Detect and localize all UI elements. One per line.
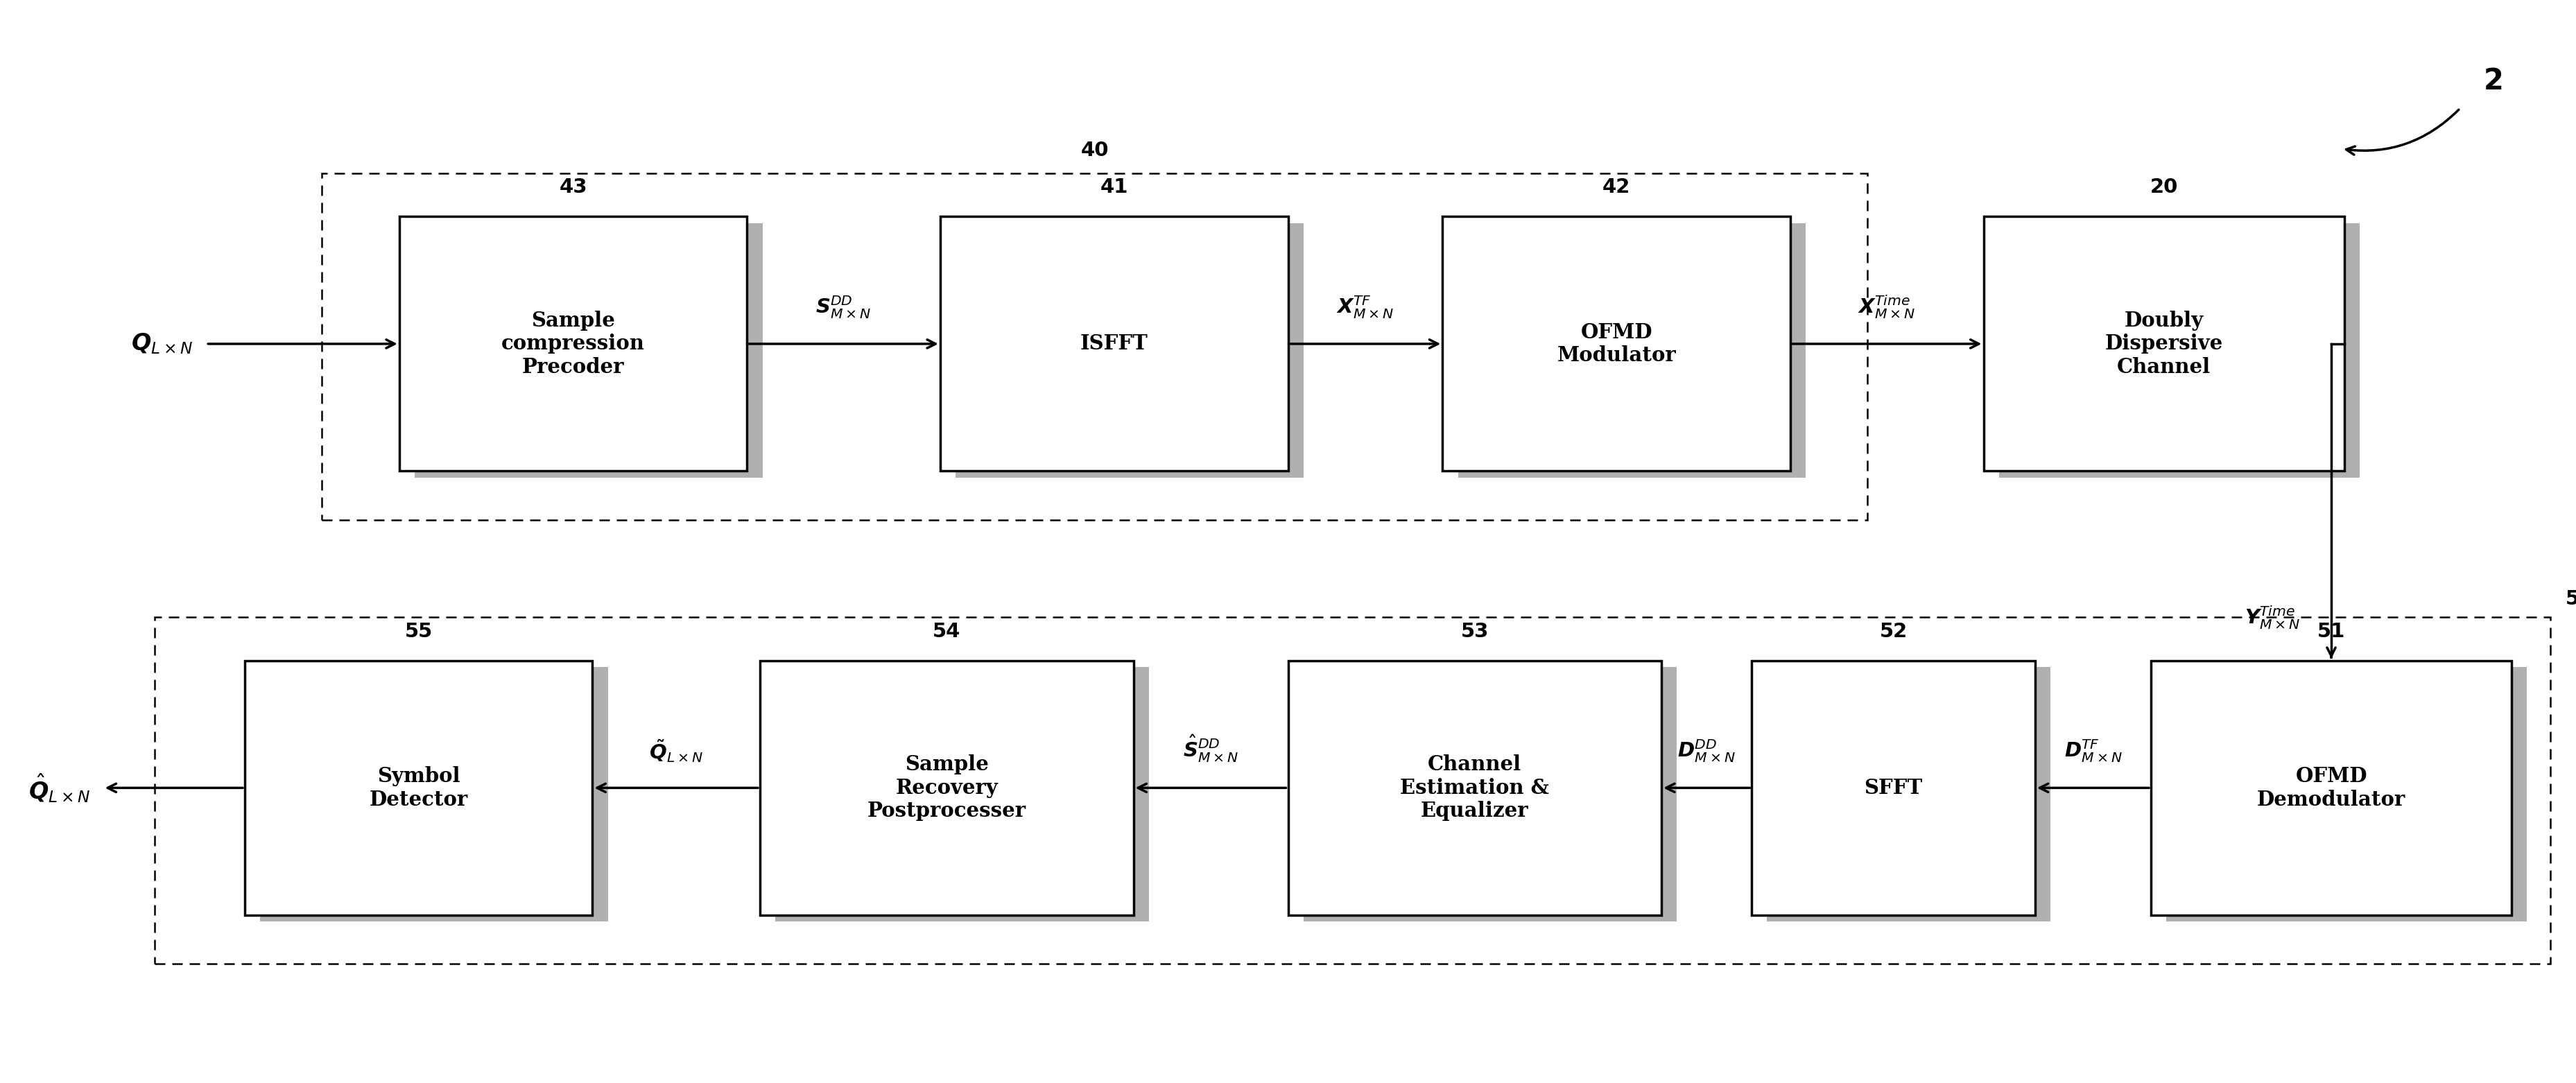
Text: 2: 2 (2483, 67, 2504, 95)
Text: $\boldsymbol{D}^{DD}_{M\times N}$: $\boldsymbol{D}^{DD}_{M\times N}$ (1677, 738, 1736, 765)
FancyBboxPatch shape (760, 661, 1133, 915)
Text: 42: 42 (1602, 178, 1631, 197)
FancyBboxPatch shape (940, 217, 1288, 471)
Text: $\hat{\boldsymbol{S}}^{DD}_{M\times N}$: $\hat{\boldsymbol{S}}^{DD}_{M\times N}$ (1182, 733, 1239, 765)
FancyBboxPatch shape (2151, 661, 2512, 915)
Text: ISFFT: ISFFT (1079, 334, 1149, 354)
FancyBboxPatch shape (2166, 667, 2527, 922)
Text: OFMD
Demodulator: OFMD Demodulator (2257, 766, 2406, 810)
Text: Symbol
Detector: Symbol Detector (368, 766, 469, 810)
FancyBboxPatch shape (1999, 223, 2360, 478)
FancyBboxPatch shape (260, 667, 608, 922)
Text: 55: 55 (404, 622, 433, 641)
Text: $\boldsymbol{S}^{DD}_{M\times N}$: $\boldsymbol{S}^{DD}_{M\times N}$ (817, 293, 871, 321)
FancyBboxPatch shape (1458, 223, 1806, 478)
Text: Channel
Estimation &
Equalizer: Channel Estimation & Equalizer (1401, 755, 1548, 821)
Text: $\boldsymbol{D}^{TF}_{M\times N}$: $\boldsymbol{D}^{TF}_{M\times N}$ (2063, 738, 2123, 765)
FancyBboxPatch shape (775, 667, 1149, 922)
Text: SFFT: SFFT (1865, 778, 1922, 798)
Text: OFMD
Modulator: OFMD Modulator (1556, 322, 1677, 366)
Text: Sample
Recovery
Postprocesser: Sample Recovery Postprocesser (868, 755, 1025, 821)
FancyBboxPatch shape (1443, 217, 1790, 471)
FancyBboxPatch shape (1767, 667, 2050, 922)
Text: $\boldsymbol{X}^{TF}_{M\times N}$: $\boldsymbol{X}^{TF}_{M\times N}$ (1337, 293, 1394, 321)
Text: 54: 54 (933, 622, 961, 641)
Text: 50: 50 (2566, 589, 2576, 609)
Text: 20: 20 (2151, 178, 2177, 197)
FancyBboxPatch shape (956, 223, 1303, 478)
FancyBboxPatch shape (1984, 217, 2344, 471)
Text: 51: 51 (2318, 622, 2344, 641)
Text: $\hat{\boldsymbol{Q}}_{L\times N}$: $\hat{\boldsymbol{Q}}_{L\times N}$ (28, 771, 90, 805)
FancyBboxPatch shape (1288, 661, 1662, 915)
Text: Doubly
Dispersive
Channel: Doubly Dispersive Channel (2105, 311, 2223, 377)
Text: $\tilde{\boldsymbol{Q}}_{L\times N}$: $\tilde{\boldsymbol{Q}}_{L\times N}$ (649, 738, 703, 765)
Text: Sample
compression
Precoder: Sample compression Precoder (502, 311, 644, 377)
FancyBboxPatch shape (1752, 661, 2035, 915)
FancyBboxPatch shape (415, 223, 762, 478)
Text: $\boldsymbol{Y}^{Time}_{M\times N}$: $\boldsymbol{Y}^{Time}_{M\times N}$ (2244, 604, 2300, 630)
FancyBboxPatch shape (399, 217, 747, 471)
Text: 53: 53 (1461, 622, 1489, 641)
Text: 41: 41 (1100, 178, 1128, 197)
Text: 52: 52 (1880, 622, 1906, 641)
Text: 40: 40 (1082, 141, 1108, 160)
Text: 43: 43 (559, 178, 587, 197)
Text: $\boldsymbol{Q}_{L\times N}$: $\boldsymbol{Q}_{L\times N}$ (131, 331, 193, 356)
FancyBboxPatch shape (1303, 667, 1677, 922)
FancyBboxPatch shape (245, 661, 592, 915)
Text: $\boldsymbol{X}^{Time}_{M\times N}$: $\boldsymbol{X}^{Time}_{M\times N}$ (1857, 293, 1917, 321)
